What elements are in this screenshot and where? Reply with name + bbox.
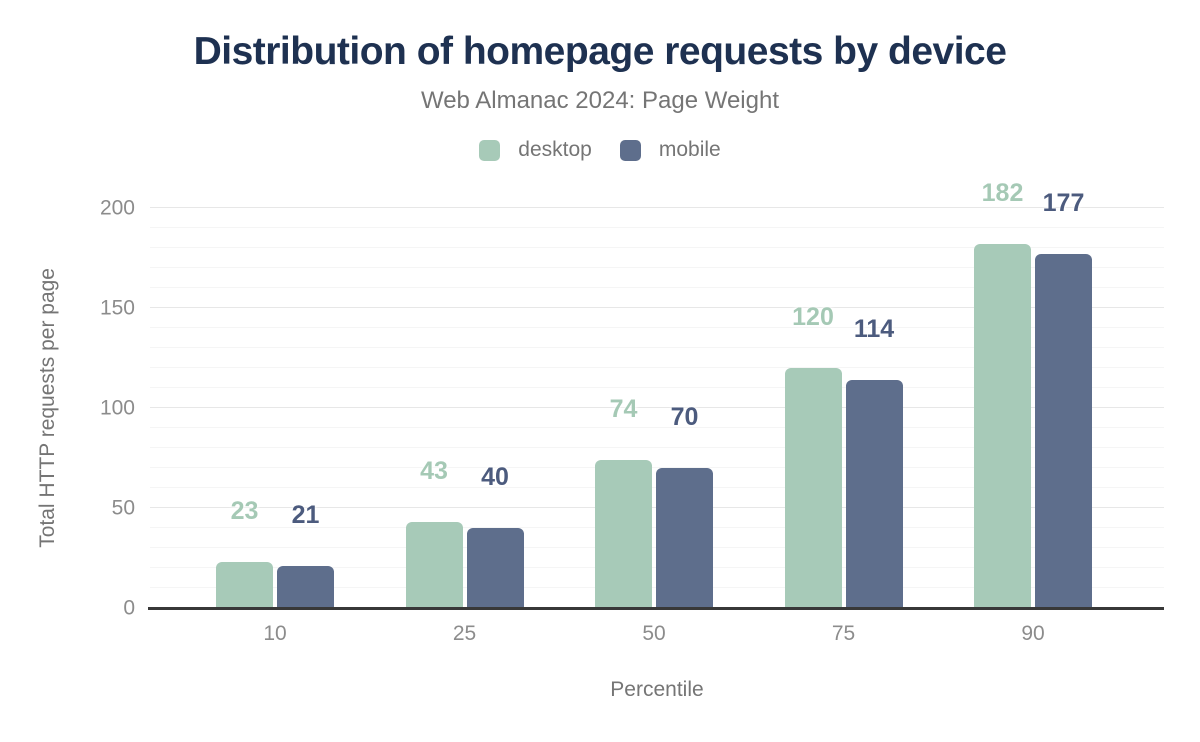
- bar-desktop-p75[interactable]: [784, 368, 842, 608]
- y-tick-label: 50: [111, 496, 135, 520]
- barwrap-mobile: 40: [466, 208, 524, 608]
- chart-title: Distribution of homepage requests by dev…: [193, 30, 1007, 73]
- y-axis-ticks: 0 50 100 150 200: [0, 198, 135, 619]
- bar-value-label: 177: [1042, 189, 1085, 217]
- x-tick-label: 10: [263, 622, 287, 645]
- desktop-swatch-icon: [479, 139, 501, 161]
- bar-group-50: 74 70: [595, 208, 713, 608]
- barwrap-desktop: 182: [974, 179, 1031, 608]
- bar-value-label: 182: [981, 179, 1024, 207]
- barwrap-mobile: 114: [845, 208, 903, 608]
- gridline: [150, 267, 1164, 268]
- gridline: [150, 307, 1164, 308]
- x-tick-label: 75: [831, 622, 856, 645]
- gridline: [150, 287, 1164, 288]
- gridline: [150, 347, 1164, 348]
- gridline: [150, 247, 1164, 248]
- bar-group-25: 43 40: [405, 208, 524, 608]
- bar-mobile-p25[interactable]: [466, 528, 524, 608]
- legend: desktop mobile: [0, 138, 1200, 162]
- gridline: [150, 367, 1164, 368]
- bar-group-10: 23 21: [216, 208, 334, 608]
- gridline: [150, 227, 1164, 228]
- gridline: [150, 387, 1164, 388]
- bar-desktop-p25[interactable]: [405, 522, 463, 608]
- bar-value-label: 114: [853, 315, 895, 343]
- gridline: [150, 327, 1164, 328]
- x-tick-label: 50: [642, 622, 666, 645]
- bar-value-label: 120: [792, 303, 834, 331]
- plot-area: 23 21 43 40 74 70 120 114 182 177: [148, 179, 1164, 610]
- barwrap-desktop: 120: [784, 208, 842, 608]
- bar-mobile-p90[interactable]: [1035, 254, 1092, 608]
- bar-group-90: 182 177: [974, 179, 1092, 608]
- bar-group-75: 120 114: [784, 208, 903, 608]
- x-tick-label: 90: [1021, 622, 1045, 645]
- gridline: [150, 407, 1164, 408]
- gridline: [150, 427, 1164, 428]
- bar-desktop-p10[interactable]: [216, 562, 273, 608]
- barwrap-desktop: 23: [216, 208, 273, 608]
- bar-value-label: 43: [420, 457, 448, 485]
- y-tick-label: 200: [99, 196, 135, 220]
- bar-value-label: 23: [230, 497, 259, 525]
- mobile-swatch-icon: [619, 139, 641, 161]
- legend-label-desktop: desktop: [518, 138, 592, 161]
- bar-value-label: 40: [481, 463, 509, 491]
- bar-mobile-p75[interactable]: [845, 380, 903, 608]
- legend-item-mobile[interactable]: mobile: [619, 138, 721, 162]
- bar-value-label: 70: [670, 403, 699, 431]
- bar-desktop-p50[interactable]: [595, 460, 652, 608]
- bar-value-label: 74: [609, 395, 638, 423]
- x-axis-line: [148, 607, 1164, 610]
- gridline: [150, 447, 1164, 448]
- x-tick-label: 25: [452, 622, 477, 645]
- y-tick-label: 100: [99, 396, 135, 420]
- barwrap-desktop: 43: [405, 208, 463, 608]
- chart-subtitle: Web Almanac 2024: Page Weight: [420, 87, 779, 114]
- gridline: [150, 467, 1164, 468]
- barwrap-mobile: 21: [277, 208, 334, 608]
- x-axis-title: Percentile: [610, 678, 704, 701]
- bar-mobile-p50[interactable]: [656, 468, 713, 608]
- y-tick-label: 0: [123, 596, 135, 620]
- barwrap-desktop: 74: [595, 208, 652, 608]
- y-tick-label: 150: [99, 296, 135, 320]
- legend-item-desktop[interactable]: desktop: [479, 138, 592, 162]
- x-axis-ticks: 10 25 50 75 90: [150, 622, 1164, 648]
- bar-desktop-p90[interactable]: [974, 244, 1031, 608]
- gridline: [150, 207, 1164, 208]
- bar-mobile-p10[interactable]: [277, 566, 334, 608]
- bar-value-label: 21: [291, 501, 320, 529]
- legend-label-mobile: mobile: [658, 138, 721, 161]
- barwrap-mobile: 70: [656, 208, 713, 608]
- barwrap-mobile: 177: [1035, 189, 1092, 608]
